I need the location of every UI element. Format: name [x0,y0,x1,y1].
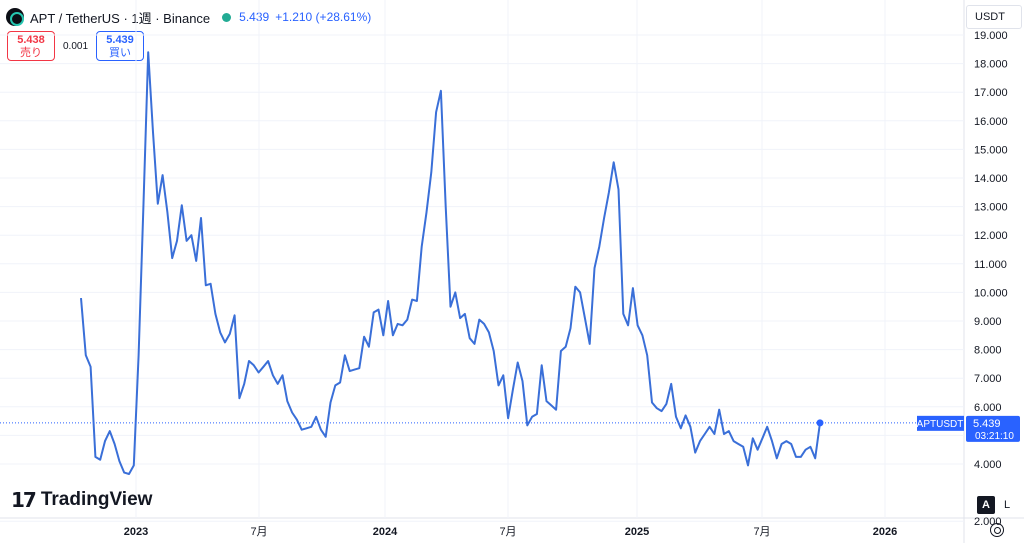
sell-price: 5.438 [17,34,45,46]
symbol-title[interactable]: APT / TetherUS · 1週 · Binance [30,10,211,26]
symbol-tag-bg [917,415,964,431]
y-tick-label: 19.000 [974,30,1008,42]
y-tick-label: 15.000 [974,144,1008,156]
header-change: +1.210 (+28.61%) [275,10,372,24]
x-tick-label: 2024 [373,526,398,538]
x-tick-label: 7月 [250,526,267,538]
tradingview-mark-icon: 17 [11,488,37,512]
y-tick-label: 16.000 [974,116,1008,128]
y-tick-label: 9.000 [974,316,1002,328]
tradingview-logo[interactable]: 17 TradingView [11,488,152,512]
last-price-tag-bg [966,415,1020,442]
series-line [80,51,821,475]
symbol-tag: APTUSDT [917,419,964,430]
tradingview-wordmark: TradingView [40,489,153,510]
last-price-dot [816,419,824,427]
x-tick-label: 2025 [625,526,649,538]
buy-price: 5.439 [106,34,134,46]
x-tick-label: 7月 [499,526,516,538]
settings-icon[interactable] [990,523,1004,537]
aptos-logo-icon [6,8,24,26]
y-tick-label: 4.000 [974,459,1002,471]
last-price-tag: 5.439 [973,418,1001,430]
bar-countdown: 03:21:10 [975,431,1014,442]
y-tick-label: 7.000 [974,373,1002,385]
y-tick-label: 18.000 [974,59,1008,71]
y-tick-label: 10.000 [974,287,1008,299]
sell-button[interactable]: 5.438 売り [7,31,55,61]
y-tick-label: 17.000 [974,87,1008,99]
log-scale-button[interactable]: L [1003,499,1011,511]
currency-selector[interactable]: USDT [966,5,1022,29]
y-tick-label: 8.000 [974,345,1002,357]
y-tick-label: 6.000 [974,402,1002,414]
sell-label: 売り [20,47,42,59]
chart-header: APT / TetherUS · 1週 · Binance 5.439 +1.2… [6,4,371,30]
x-tick-label: 2026 [873,526,897,538]
y-tick-label: 12.000 [974,230,1008,242]
y-tick-label: 11.000 [974,259,1007,271]
trade-panel: 5.438 売り 0.001 5.439 買い [7,31,145,61]
y-tick-label: 13.000 [974,202,1008,214]
buy-label: 買い [109,47,132,59]
y-tick-label: 14.000 [974,173,1008,185]
spread-value: 0.001 [63,40,89,52]
market-open-icon [222,12,232,22]
x-tick-label: 7月 [753,526,770,538]
header-price: 5.439 [239,10,270,24]
x-tick-label: 2023 [124,526,148,538]
auto-scale-button[interactable]: A [977,496,995,514]
